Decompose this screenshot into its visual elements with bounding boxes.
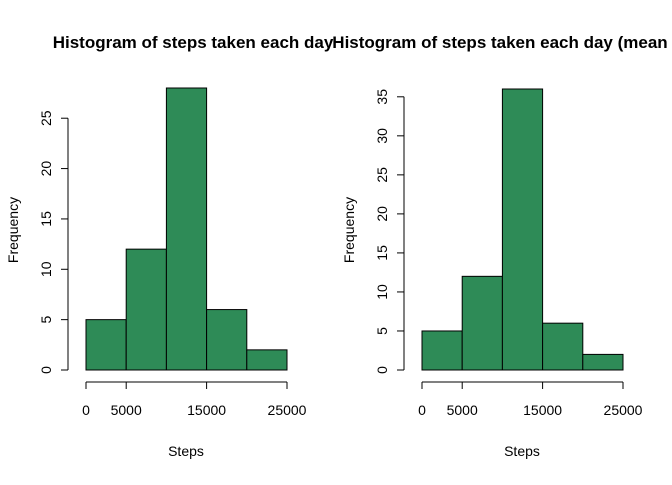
x-tick-label: 15000 [187,402,226,418]
x-axis-label: Steps [168,443,204,459]
y-axis: 0 5 10 15 20 25 30 35 [374,89,405,374]
histogram-bar [165,87,208,371]
histogram-panel-left: Histogram of steps taken each day Steps … [5,33,334,459]
histogram-bar [421,330,463,371]
y-tick-label: 10 [38,261,54,277]
chart-title: Histogram of steps taken each day (mean [332,33,667,52]
histogram-bar [582,353,624,371]
bars-group [85,87,288,371]
histogram-bar [125,248,167,371]
bars-group [421,88,624,371]
histogram-bar [461,275,503,371]
x-tick-label: 25000 [604,402,643,418]
histogram-bar [542,322,584,371]
histogram-bar [85,319,127,371]
y-tick-label: 20 [38,161,54,177]
x-tick-label: 0 [418,402,426,418]
histogram-bar [206,309,248,371]
y-tick-label: 10 [374,284,390,300]
histogram-bar [501,88,544,371]
y-tick-label: 0 [38,366,54,374]
x-tick-label: 25000 [268,402,307,418]
x-tick-label: 0 [82,402,90,418]
y-tick-label: 5 [38,316,54,324]
x-axis: 0 5000 15000 25000 [418,381,643,418]
y-tick-label: 25 [38,110,54,126]
y-axis: 0 5 10 15 20 25 [38,110,69,374]
x-tick-label: 5000 [447,402,478,418]
x-tick-label: 5000 [111,402,142,418]
y-tick-label: 25 [374,167,390,183]
y-tick-label: 15 [374,245,390,261]
histogram-panel-right: Histogram of steps taken each day (mean … [332,33,667,459]
y-tick-label: 0 [374,366,390,374]
y-tick-label: 5 [374,327,390,335]
x-axis-label: Steps [504,443,540,459]
histogram-bar [246,349,288,371]
x-axis: 0 5000 15000 25000 [82,381,307,418]
y-tick-label: 15 [38,211,54,227]
x-tick-label: 15000 [523,402,562,418]
y-tick-label: 30 [374,128,390,144]
y-axis-label: Frequency [5,197,21,263]
y-tick-label: 35 [374,89,390,105]
y-axis-label: Frequency [341,197,357,263]
y-tick-label: 20 [374,206,390,222]
chart-title: Histogram of steps taken each day [53,33,334,52]
